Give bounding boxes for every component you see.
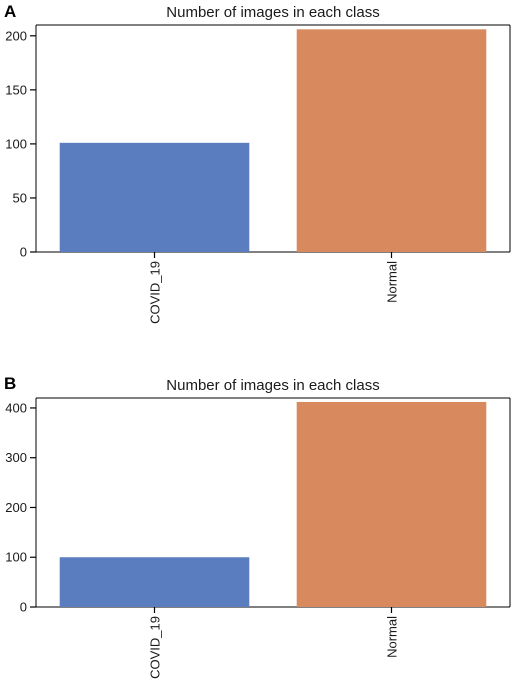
panel-b-x-tick-label: COVID_19: [148, 616, 163, 679]
panel-a-x-tick-label: Normal: [385, 261, 400, 303]
panel-a-plot-area: COVID_19 Normal 0 50 100 150 200: [5, 24, 511, 324]
panel-a-y-tick-label: 200: [5, 28, 27, 43]
panel-b-y-tick-label: 0: [20, 600, 27, 615]
panel-b-bar-covid-19: [59, 557, 250, 607]
panel-b-plot-area: COVID_19 Normal 0 100 200 300 400: [5, 397, 511, 679]
panel-a-bar-normal: [296, 29, 487, 253]
panel-b-title: Number of images in each class: [166, 377, 379, 394]
panel-b-x-tick-label: Normal: [385, 616, 400, 658]
panel-a-x-tick-label: COVID_19: [148, 261, 163, 324]
panel-a-title: Number of images in each class: [166, 4, 379, 21]
panel-a-y-tick-label: 50: [13, 190, 27, 205]
panel-a: A Number of images in each class COVID_1…: [4, 2, 511, 324]
panel-b-y-tick-label: 400: [5, 400, 27, 415]
panel-b: B Number of images in each class COVID_1…: [4, 374, 511, 679]
panel-a-y-tick-label: 100: [5, 136, 27, 151]
panel-b-y-tick-label: 200: [5, 500, 27, 515]
panel-a-y-tick-label: 0: [20, 245, 27, 260]
panel-b-y-tick-label: 300: [5, 450, 27, 465]
panel-b-letter: B: [4, 374, 16, 393]
panel-a-letter: A: [4, 2, 16, 21]
panel-a-y-tick-label: 150: [5, 82, 27, 97]
panel-a-bar-covid-19: [59, 142, 250, 252]
panel-b-bar-normal: [296, 401, 487, 607]
panel-b-y-tick-label: 100: [5, 550, 27, 565]
